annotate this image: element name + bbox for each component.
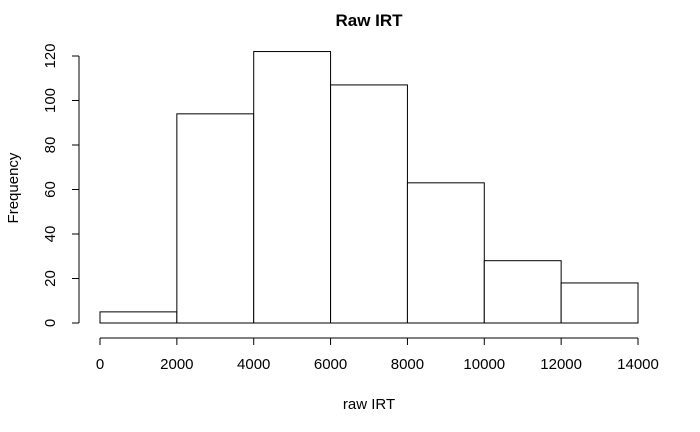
x-tick-label-2: 4000 (237, 356, 270, 373)
x-axis-label: raw IRT (343, 396, 395, 413)
histogram-bar-0 (99, 311, 178, 324)
histogram-bar-4 (406, 182, 485, 324)
y-tick-label-4: 80 (42, 137, 59, 154)
x-axis: 0 2000 4000 6000 8000 10000 12000 14000 (96, 337, 659, 373)
x-tick-label-4: 8000 (391, 356, 424, 373)
histogram-bar-1 (176, 113, 255, 324)
x-tick-label-6: 12000 (540, 356, 582, 373)
y-tick-label-0: 0 (42, 319, 59, 327)
bars-group (99, 51, 639, 324)
y-tick-label-1: 20 (42, 270, 59, 287)
x-tick-label-1: 2000 (160, 356, 193, 373)
y-axis: 0 20 40 60 80 100 120 (42, 43, 80, 327)
x-tick-label-5: 10000 (463, 356, 505, 373)
histogram-bar-5 (483, 260, 562, 324)
y-tick-label-2: 40 (42, 226, 59, 243)
x-tick-label-7: 14000 (617, 356, 659, 373)
y-tick-label-3: 60 (42, 181, 59, 198)
y-axis-label: Frequency (5, 152, 22, 223)
x-tick-label-0: 0 (96, 356, 104, 373)
histogram-bar-6 (560, 282, 639, 324)
histogram-bar-2 (253, 51, 332, 324)
chart-title: Raw IRT (335, 11, 403, 30)
histogram-bar-3 (330, 84, 408, 324)
y-tick-label-5: 100 (42, 88, 59, 113)
y-tick-label-6: 120 (42, 43, 59, 68)
x-tick-label-3: 6000 (314, 356, 347, 373)
